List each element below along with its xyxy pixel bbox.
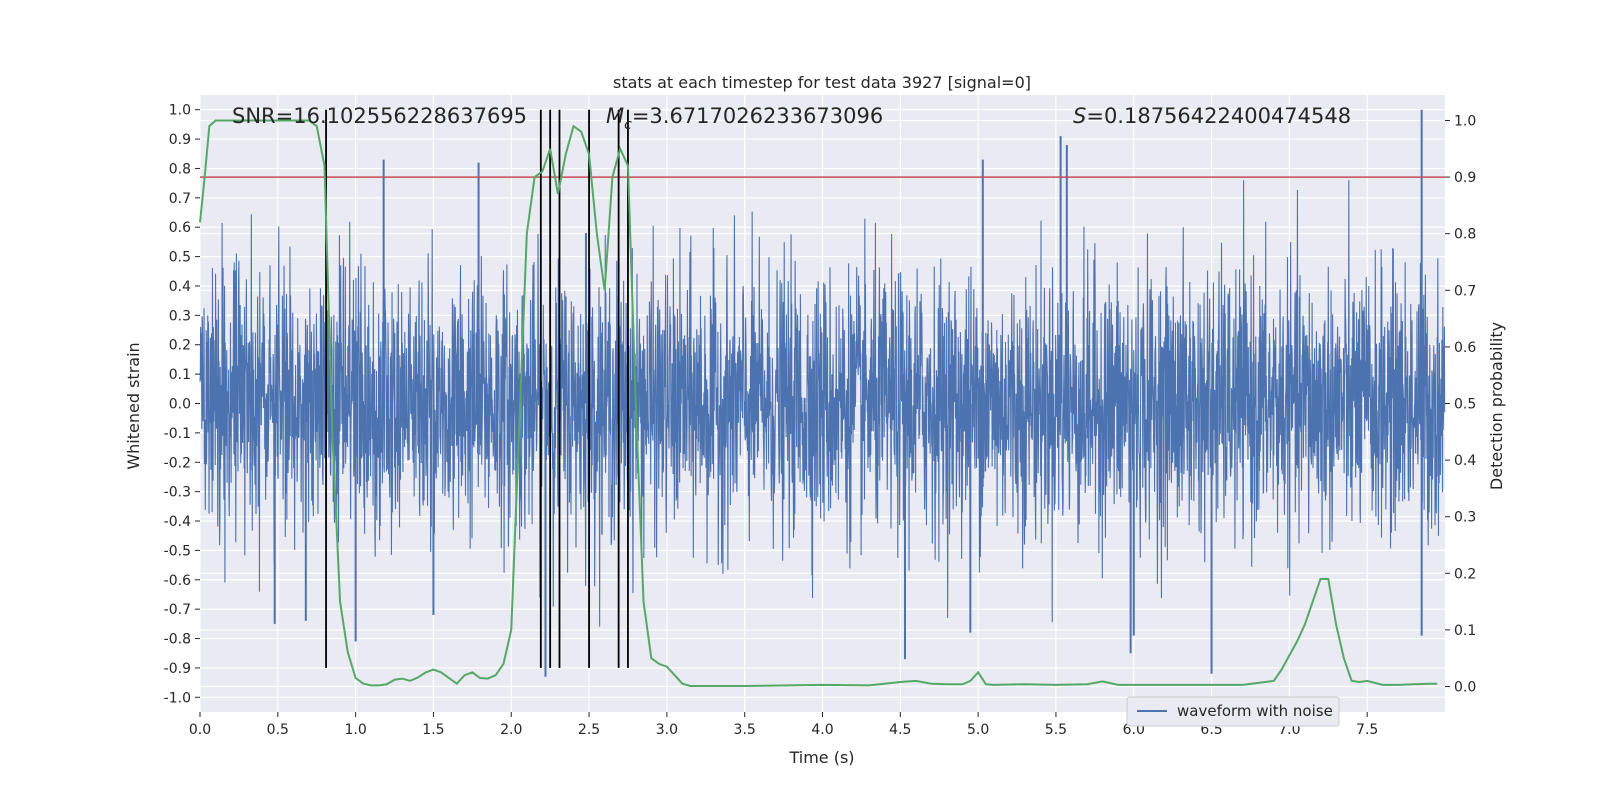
y-tick-label: 0.4 [169, 279, 191, 295]
y-tick-label: -0.8 [164, 632, 191, 648]
x-tick-label: 7.5 [1356, 722, 1378, 738]
y-axis-left: 1.0 0.9 0.8 0.7 0.6 0.5 0.4 0.3 0.2 0.1 0.0 -0.1 -0.… [164, 103, 200, 706]
x-tick-label: 1.0 [344, 722, 366, 738]
x-tick-label: 2.5 [578, 722, 600, 738]
x-tick-label: 3.0 [656, 722, 678, 738]
probability-series [199, 119, 1438, 687]
s-symbol: S [1073, 104, 1086, 128]
y-axis-label: Whitened strain [124, 342, 143, 469]
y-tick-label: -0.2 [164, 455, 191, 471]
y-tick-label: 0.0 [169, 397, 191, 413]
y-tick-label: 0.8 [169, 161, 191, 177]
y2-tick-label: 1.0 [1454, 113, 1476, 129]
y-tick-label: -0.5 [164, 543, 191, 559]
y2-axis-label: Detection probability [1487, 322, 1506, 490]
y-tick-label: -0.9 [164, 661, 191, 677]
x-tick-label: 5.5 [1045, 722, 1067, 738]
y-tick-label: 0.6 [169, 220, 191, 236]
x-tick-label: 4.5 [889, 722, 911, 738]
y-tick-label: -1.0 [164, 690, 191, 706]
y-tick-label: 1.0 [169, 103, 191, 119]
snr-annotation: SNR=16.102556228637695 [232, 104, 527, 128]
x-tick-label: 0.0 [189, 722, 211, 738]
x-tick-label: 3.5 [734, 722, 756, 738]
x-axis: 0.0 0.5 1.0 1.5 2.0 2.5 3.0 3.5 4.0 4.5 5.0 5.5 6.0 6… [189, 712, 1378, 738]
y-tick-label: 0.3 [169, 308, 191, 324]
y2-tick-label: 0.6 [1454, 340, 1476, 356]
x-tick-label: 0.5 [267, 722, 289, 738]
y-tick-label: 0.1 [169, 367, 191, 383]
y-axis-right: 1.0 0.9 0.8 0.7 0.6 0.5 0.4 0.3 0.2 0.1 0.0 [1445, 113, 1476, 696]
chart-title: stats at each timestep for test data 392… [613, 73, 1031, 92]
y2-tick-label: 0.5 [1454, 397, 1476, 413]
chirp-mass-subscript: c [624, 117, 632, 133]
legend-label: waveform with noise [1177, 702, 1333, 720]
y2-tick-label: 0.1 [1454, 623, 1476, 639]
s-value: =0.18756422400474548 [1086, 104, 1351, 128]
y-tick-label: 0.5 [169, 250, 191, 266]
y2-tick-label: 0.0 [1454, 680, 1476, 696]
y-tick-label: 0.9 [169, 132, 191, 148]
x-tick-label: 4.0 [811, 722, 833, 738]
y-tick-label: -0.7 [164, 602, 191, 618]
y-tick-label: -0.1 [164, 426, 191, 442]
y2-tick-label: 0.7 [1454, 283, 1476, 299]
chirp-mass-annotation: Mc=3.6717026233673096 [606, 104, 883, 133]
x-tick-label: 5.0 [967, 722, 989, 738]
chirp-mass-symbol: M [606, 104, 624, 128]
y-tick-label: -0.4 [164, 514, 191, 530]
y2-tick-label: 0.9 [1454, 170, 1476, 186]
y-tick-label: 0.7 [169, 191, 191, 207]
x-tick-label: 1.5 [422, 722, 444, 738]
legend-box [1126, 696, 1340, 727]
probability-line [199, 119, 1438, 687]
chirp-mass-value: =3.6717026233673096 [632, 104, 883, 128]
s-annotation: S=0.18756422400474548 [1073, 104, 1351, 128]
x-tick-label: 2.0 [500, 722, 522, 738]
y-tick-label: -0.3 [164, 485, 191, 501]
waveform-line [199, 180, 1446, 627]
y2-tick-label: 0.3 [1454, 510, 1476, 526]
y-tick-label: 0.2 [169, 338, 191, 354]
y2-tick-label: 0.4 [1454, 453, 1476, 469]
y2-tick-label: 0.8 [1454, 227, 1476, 243]
x-axis-label: Time (s) [788, 748, 854, 767]
y2-tick-label: 0.2 [1454, 566, 1476, 582]
legend: waveform with noise [1126, 696, 1340, 727]
y-tick-label: -0.6 [164, 573, 191, 589]
waveform-series [199, 109, 1446, 677]
